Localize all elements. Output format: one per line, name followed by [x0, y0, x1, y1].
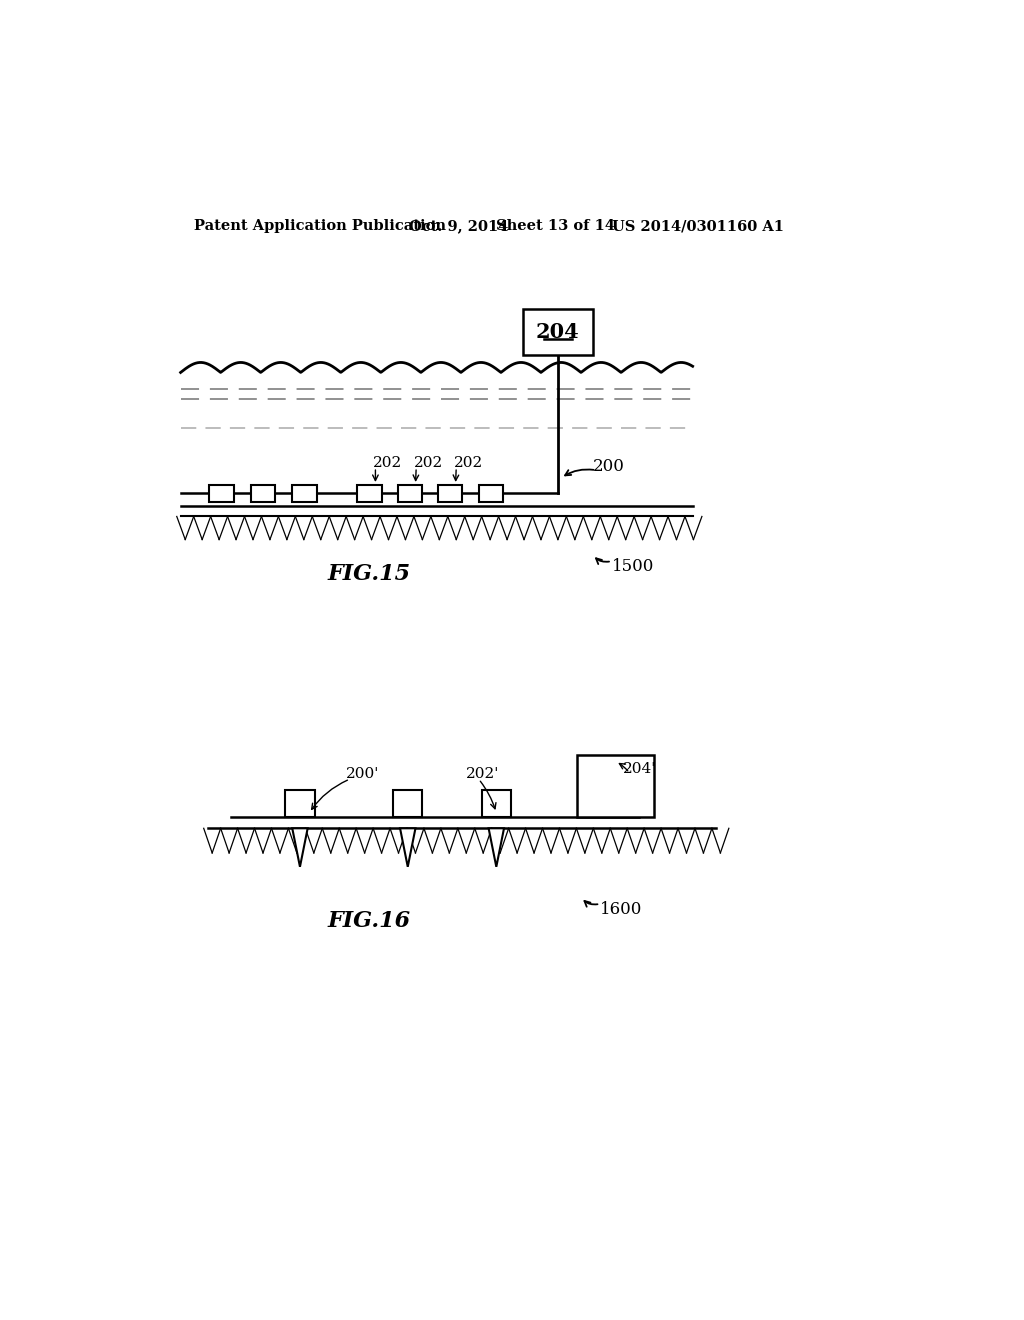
Text: FIG.15: FIG.15	[328, 564, 411, 585]
Bar	[478, 484, 503, 502]
Polygon shape	[488, 829, 504, 867]
Text: 1600: 1600	[600, 900, 643, 917]
Bar	[286, 789, 314, 817]
Text: Sheet 13 of 14: Sheet 13 of 14	[497, 219, 615, 234]
Text: FIG.16: FIG.16	[328, 909, 411, 932]
Bar	[251, 484, 275, 502]
Bar	[481, 789, 511, 817]
Bar	[357, 484, 382, 502]
Bar	[209, 484, 233, 502]
Text: 202: 202	[454, 455, 483, 470]
Bar	[397, 484, 422, 502]
Bar	[523, 309, 593, 355]
Text: 202: 202	[373, 455, 402, 470]
Bar	[578, 755, 654, 817]
Bar	[292, 484, 316, 502]
Text: 202: 202	[414, 455, 443, 470]
Polygon shape	[400, 829, 416, 867]
Text: 200: 200	[593, 458, 625, 475]
Text: 202': 202'	[466, 767, 499, 781]
Polygon shape	[292, 829, 307, 867]
Text: 204: 204	[536, 322, 580, 342]
Text: Oct. 9, 2014: Oct. 9, 2014	[410, 219, 509, 234]
Text: 200': 200'	[346, 767, 380, 781]
Text: Patent Application Publication: Patent Application Publication	[194, 219, 445, 234]
Text: US 2014/0301160 A1: US 2014/0301160 A1	[611, 219, 783, 234]
Text: 204': 204'	[624, 762, 656, 776]
Bar	[438, 484, 463, 502]
Bar	[393, 789, 422, 817]
Text: 1500: 1500	[611, 558, 654, 576]
